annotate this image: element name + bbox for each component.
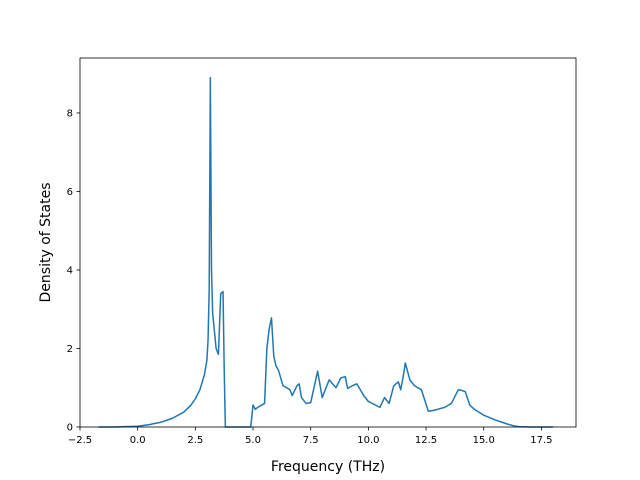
x-tick-label: 10.0 [357, 435, 379, 446]
dos-line-series-0 [98, 76, 553, 428]
y-tick-label: 6 [67, 187, 73, 198]
y-tick-label: 8 [67, 108, 73, 119]
x-tick-label: 12.5 [415, 435, 437, 446]
x-tick-label: 15.0 [473, 435, 495, 446]
x-tick-label: 0.0 [130, 435, 146, 446]
x-axis-label: Frequency (THz) [271, 459, 385, 475]
y-tick-label: 0 [67, 423, 73, 434]
x-tick-label: −2.5 [68, 435, 92, 446]
x-tick-label: 2.5 [187, 435, 203, 446]
y-axis-label: Density of States [38, 183, 54, 303]
x-tick-label: 17.5 [530, 435, 552, 446]
x-axis: −2.5 0.0 2.5 5.0 7.5 10.0 12.5 15.0 17.5 [68, 427, 553, 446]
y-tick-label: 2 [67, 344, 73, 355]
axes-frame [79, 57, 577, 428]
y-axis: 0 2 4 6 8 [67, 108, 80, 434]
plot-area [98, 76, 553, 428]
x-tick-label: 7.5 [303, 435, 319, 446]
y-tick-label: 4 [67, 265, 73, 276]
x-tick-label: 5.0 [245, 435, 261, 446]
